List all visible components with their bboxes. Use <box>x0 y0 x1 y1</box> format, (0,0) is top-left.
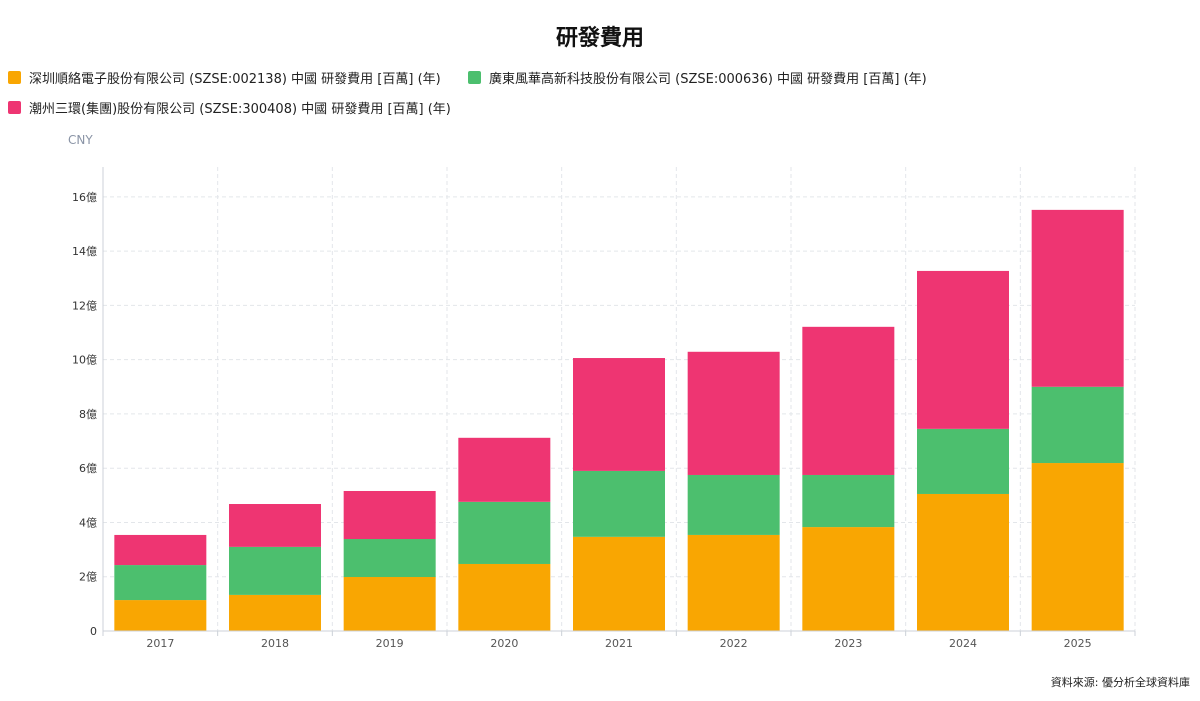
source-note: 資料來源: 優分析全球資料庫 <box>1050 676 1190 689</box>
x-tick-label: 2023 <box>834 637 862 650</box>
bar-segment-2023-series-0[interactable] <box>802 527 895 631</box>
x-tick-label: 2018 <box>261 637 289 650</box>
x-tick-label: 2019 <box>376 637 404 650</box>
bar-segment-2024-series-2[interactable] <box>917 270 1009 429</box>
bar-segment-2023-series-2[interactable] <box>802 326 895 475</box>
bar-segment-2025-series-1[interactable] <box>1031 386 1124 464</box>
bar-segment-2018-series-0[interactable] <box>229 594 321 631</box>
bar-segment-2021-series-1[interactable] <box>573 470 665 537</box>
bar-segment-2017-series-2[interactable] <box>114 534 207 566</box>
bar-segment-2021-series-2[interactable] <box>573 358 665 471</box>
y-tick-label: 10億 <box>72 354 97 367</box>
bar-segment-2024-series-0[interactable] <box>917 493 1009 631</box>
bar-segment-2025-series-0[interactable] <box>1031 463 1124 631</box>
bar-segment-2020-series-0[interactable] <box>458 563 551 631</box>
bar-segment-2019-series-2[interactable] <box>343 490 436 540</box>
y-tick-label: 6億 <box>79 462 97 475</box>
bar-segment-2024-series-1[interactable] <box>917 428 1009 494</box>
x-tick-label: 2025 <box>1064 637 1092 650</box>
bar-segment-2022-series-2[interactable] <box>687 351 780 475</box>
x-tick-label: 2024 <box>949 637 977 650</box>
legend-swatch <box>468 71 481 84</box>
legend-label: 廣東風華高新科技股份有限公司 (SZSE:000636) 中國 研發費用 [百萬… <box>489 72 927 87</box>
bar-segment-2020-series-2[interactable] <box>458 437 551 502</box>
y-tick-label: 4億 <box>79 516 97 529</box>
bar-segment-2017-series-0[interactable] <box>114 600 207 631</box>
bar-segment-2022-series-0[interactable] <box>687 534 780 631</box>
bar-segment-2018-series-2[interactable] <box>229 504 321 547</box>
legend-label: 潮州三環(集團)股份有限公司 (SZSE:300408) 中國 研發費用 [百萬… <box>29 102 451 117</box>
y-tick-label: 12億 <box>72 299 97 312</box>
bar-segment-2017-series-1[interactable] <box>114 565 207 601</box>
legend-label: 深圳順絡電子股份有限公司 (SZSE:002138) 中國 研發費用 [百萬] … <box>29 72 441 87</box>
x-tick-label: 2017 <box>146 637 174 650</box>
y-tick-label: 14億 <box>72 245 97 258</box>
bar-segment-2023-series-1[interactable] <box>802 474 895 528</box>
y-tick-label: 2億 <box>79 571 97 584</box>
legend-swatch <box>8 71 21 84</box>
y-axis-unit: CNY <box>68 133 93 147</box>
bar-segment-2019-series-1[interactable] <box>343 539 436 578</box>
y-tick-label: 8億 <box>79 408 97 421</box>
chart-title: 研發費用 <box>555 26 644 51</box>
bar-segment-2021-series-0[interactable] <box>573 536 665 631</box>
bar-segment-2018-series-1[interactable] <box>229 546 321 595</box>
legend-item-shunluo[interactable]: 深圳順絡電子股份有限公司 (SZSE:002138) 中國 研發費用 [百萬] … <box>8 68 441 87</box>
y-tick-label: 16億 <box>72 191 97 204</box>
x-tick-label: 2020 <box>490 637 518 650</box>
bar-segment-2022-series-1[interactable] <box>687 474 780 535</box>
x-tick-label: 2021 <box>605 637 633 650</box>
bar-segment-2020-series-1[interactable] <box>458 501 551 564</box>
bar-segment-2025-series-2[interactable] <box>1031 209 1124 387</box>
legend-item-sanhuan[interactable]: 潮州三環(集團)股份有限公司 (SZSE:300408) 中國 研發費用 [百萬… <box>8 98 451 117</box>
legend-item-fenghua[interactable]: 廣東風華高新科技股份有限公司 (SZSE:000636) 中國 研發費用 [百萬… <box>468 68 927 87</box>
legend-swatch <box>8 101 21 114</box>
bar-segment-2019-series-0[interactable] <box>343 577 436 631</box>
x-tick-label: 2022 <box>720 637 748 650</box>
y-tick-label: 0 <box>90 625 97 638</box>
